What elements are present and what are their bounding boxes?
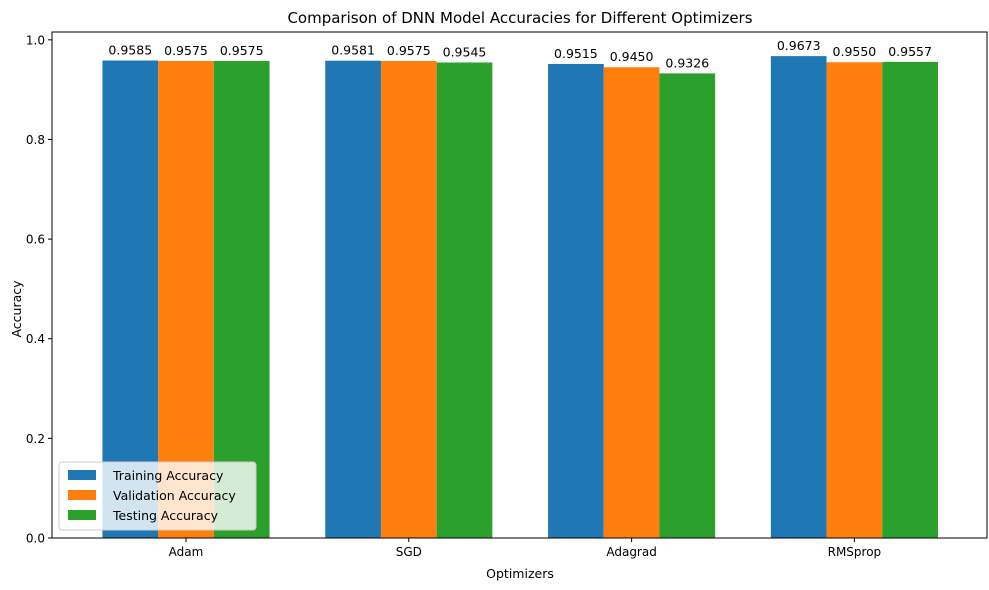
bar-sgd-0 [325, 60, 381, 538]
y-tick-label: 0.8 [26, 133, 45, 147]
y-tick-label: 0.0 [26, 532, 45, 546]
legend: Training Accuracy Validation Accuracy Test… [58, 461, 257, 531]
data-label: 0.9550 [833, 44, 877, 59]
x-tick-label: Adam [169, 545, 204, 559]
bar-sgd-2 [436, 62, 493, 539]
x-tick-label: Adagrad [606, 545, 657, 559]
data-label: 0.9450 [610, 49, 654, 64]
data-label: 0.9515 [554, 46, 598, 61]
bar-rmsprop-2 [882, 61, 938, 538]
data-label: 0.9326 [665, 55, 709, 70]
x-tick-label: SGD [396, 545, 422, 559]
data-label: 0.9557 [888, 44, 932, 59]
data-label: 0.9575 [387, 43, 431, 58]
bars-group [102, 56, 938, 539]
x-tick-label: RMSprop [828, 545, 882, 559]
legend-swatch-1 [68, 490, 96, 500]
plot-frame [51, 31, 988, 539]
bar-adam-1 [158, 60, 214, 539]
data-label: 0.9575 [164, 43, 208, 58]
bar-adagrad-0 [548, 63, 604, 538]
y-tick-label: 0.6 [26, 233, 45, 247]
legend-label-1: Validation Accuracy [113, 488, 236, 503]
data-label: 0.9673 [777, 38, 821, 53]
bar-adagrad-2 [659, 73, 716, 539]
data-label: 0.9545 [443, 44, 487, 59]
bar-rmsprop-1 [826, 62, 883, 539]
data-label: 0.9581 [331, 43, 375, 58]
bar-adam-0 [102, 60, 159, 538]
legend-label-0: Training Accuracy [112, 468, 224, 483]
y-tick-label: 1.0 [26, 33, 45, 47]
y-tick-label: 0.2 [26, 432, 45, 446]
data-label: 0.9575 [220, 43, 264, 58]
legend-box [58, 461, 257, 531]
bar-rmsprop-0 [770, 56, 827, 539]
legend-swatch-0 [68, 470, 96, 480]
bar-sgd-1 [380, 60, 437, 539]
data-labels-group: 0.9585 0.9581 0.9515 0.9673 0.9575 0.9575 0.94… [108, 38, 932, 70]
axes-group: 0.0 0.2 0.4 0.6 0.8 1.0 Adam SGD Adagrad RMSprop [26, 31, 988, 559]
y-tick-label: 0.4 [26, 332, 45, 346]
y-axis-label: Accuracy [9, 280, 24, 338]
legend-swatch-2 [68, 510, 96, 520]
bar-adagrad-1 [603, 67, 660, 538]
legend-label-2: Testing Accuracy [112, 508, 219, 523]
x-axis-label: Optimizers [486, 566, 554, 581]
bar-adam-2 [213, 60, 270, 539]
chart-title: Comparison of DNN Model Accuracies for D… [287, 9, 752, 27]
data-label: 0.9585 [108, 43, 152, 58]
